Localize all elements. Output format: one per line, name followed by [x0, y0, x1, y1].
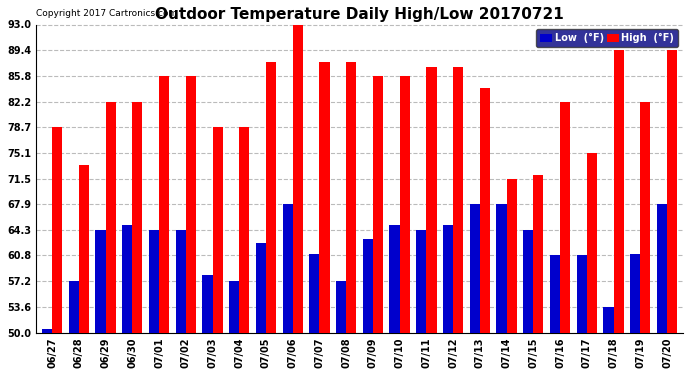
Bar: [229, 281, 239, 333]
Title: Outdoor Temperature Daily High/Low 20170721: Outdoor Temperature Daily High/Low 20170…: [155, 7, 564, 22]
Bar: [496, 204, 506, 333]
Bar: [389, 225, 400, 333]
Bar: [657, 204, 667, 333]
Bar: [346, 62, 356, 333]
Bar: [69, 281, 79, 333]
Bar: [122, 225, 132, 333]
Bar: [506, 178, 517, 333]
Bar: [176, 230, 186, 333]
Legend: Low  (°F), High  (°F): Low (°F), High (°F): [536, 29, 678, 47]
Bar: [603, 307, 613, 333]
Bar: [95, 230, 106, 333]
Bar: [630, 254, 640, 333]
Bar: [577, 255, 586, 333]
Bar: [256, 243, 266, 333]
Bar: [79, 165, 89, 333]
Bar: [640, 102, 651, 333]
Bar: [213, 127, 223, 333]
Bar: [400, 76, 410, 333]
Bar: [309, 254, 319, 333]
Bar: [202, 275, 213, 333]
Bar: [159, 76, 169, 333]
Bar: [586, 153, 597, 333]
Bar: [523, 230, 533, 333]
Bar: [52, 127, 62, 333]
Bar: [426, 67, 437, 333]
Bar: [480, 87, 490, 333]
Bar: [667, 50, 677, 333]
Bar: [239, 127, 249, 333]
Bar: [132, 102, 142, 333]
Bar: [266, 62, 276, 333]
Bar: [149, 230, 159, 333]
Bar: [613, 50, 624, 333]
Bar: [550, 255, 560, 333]
Bar: [42, 329, 52, 333]
Bar: [293, 24, 303, 333]
Bar: [533, 175, 544, 333]
Bar: [106, 102, 116, 333]
Bar: [443, 225, 453, 333]
Bar: [283, 204, 293, 333]
Bar: [363, 239, 373, 333]
Bar: [470, 204, 480, 333]
Bar: [319, 62, 330, 333]
Bar: [453, 67, 463, 333]
Bar: [186, 76, 196, 333]
Bar: [560, 102, 570, 333]
Text: Copyright 2017 Cartronics.com: Copyright 2017 Cartronics.com: [36, 9, 177, 18]
Bar: [373, 76, 383, 333]
Bar: [336, 281, 346, 333]
Bar: [416, 230, 426, 333]
